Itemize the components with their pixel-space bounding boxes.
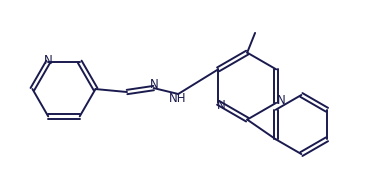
Text: N: N [150, 78, 159, 91]
Text: N: N [44, 54, 53, 67]
Text: N: N [277, 94, 286, 107]
Text: NH: NH [168, 92, 186, 105]
Text: N: N [217, 99, 225, 112]
